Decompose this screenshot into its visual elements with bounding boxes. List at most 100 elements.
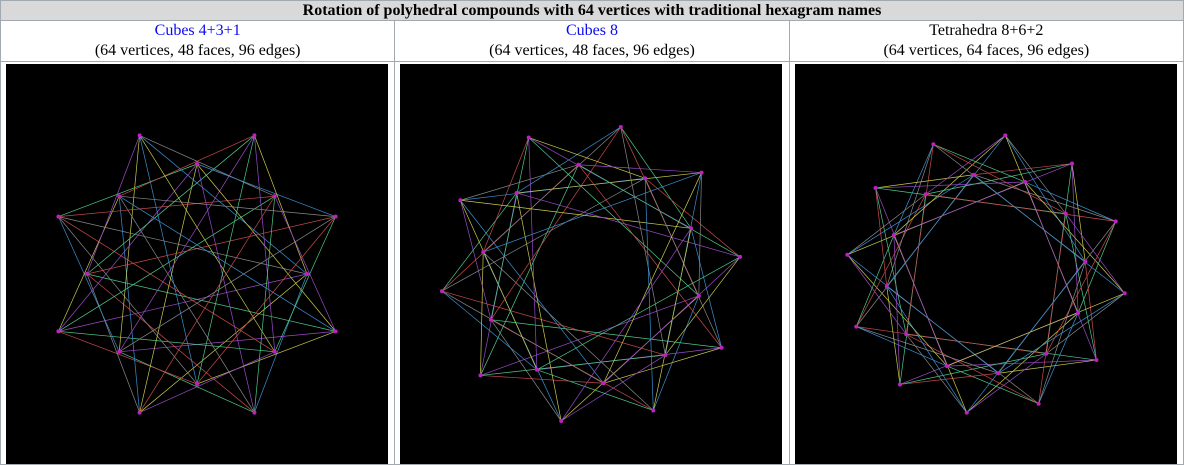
vertex	[601, 381, 606, 386]
edge	[905, 334, 967, 413]
edge	[528, 137, 538, 370]
edge	[874, 187, 887, 287]
vertex	[1113, 219, 1118, 224]
edge	[58, 331, 275, 353]
vertex	[117, 194, 122, 199]
edge	[946, 292, 1125, 367]
edge	[442, 192, 518, 292]
edge	[119, 331, 336, 353]
edge	[274, 216, 336, 352]
edge	[139, 196, 276, 413]
edge	[480, 295, 700, 376]
edge	[119, 216, 336, 353]
edge	[603, 256, 741, 384]
vertex	[738, 254, 743, 259]
edge	[196, 216, 336, 385]
edge	[946, 365, 1039, 405]
vertex	[333, 214, 338, 219]
edge	[1037, 213, 1066, 404]
vertex	[995, 371, 1000, 376]
vertex	[853, 324, 858, 329]
edge	[1004, 135, 1086, 262]
edge	[1071, 163, 1086, 262]
edge	[966, 353, 1047, 413]
edge	[196, 163, 336, 332]
column-link[interactable]: Cubes 4+3+1	[154, 22, 241, 39]
edge	[86, 273, 336, 332]
vertex	[663, 353, 668, 358]
edge	[855, 326, 947, 367]
compound-image[interactable]	[794, 64, 1177, 464]
edge	[196, 331, 336, 385]
column-name: Tetrahedra 8+6+2	[929, 22, 1044, 39]
edge	[846, 193, 926, 255]
edge	[528, 137, 700, 297]
edge	[86, 273, 140, 413]
edge	[139, 135, 275, 197]
vertex	[305, 272, 309, 276]
edge	[855, 234, 894, 327]
edge	[645, 178, 654, 411]
vertex	[1075, 310, 1080, 315]
edge	[119, 195, 336, 332]
compound-image[interactable]	[400, 64, 783, 464]
column-link[interactable]: Cubes 8	[565, 22, 618, 39]
edge	[578, 164, 723, 348]
edge	[139, 351, 275, 413]
edge	[442, 177, 646, 292]
vertex	[252, 133, 257, 138]
vertex	[1043, 351, 1048, 356]
edge	[442, 290, 666, 356]
edge	[460, 200, 605, 384]
edge	[893, 163, 1072, 236]
edge	[537, 369, 654, 411]
vertex	[1122, 291, 1127, 296]
edge	[58, 216, 120, 352]
vertex	[333, 329, 338, 334]
edge	[86, 135, 140, 275]
vertex	[272, 194, 277, 199]
edge	[893, 144, 934, 236]
vertex	[535, 367, 540, 372]
vertex	[903, 332, 908, 337]
edge	[886, 286, 900, 385]
edge	[1045, 221, 1116, 354]
image-cell	[394, 61, 790, 465]
vertex	[884, 284, 889, 289]
vertex	[252, 410, 257, 415]
edge	[1037, 312, 1079, 404]
vertex	[489, 317, 494, 322]
edge	[1084, 261, 1097, 361]
edge	[118, 196, 140, 413]
vertex	[689, 226, 694, 231]
compound-image[interactable]	[6, 64, 388, 464]
image-cell	[788, 61, 1184, 465]
edge	[118, 196, 255, 413]
edge	[1071, 163, 1079, 313]
vertex	[944, 364, 949, 369]
vertex	[137, 410, 142, 415]
vertex	[1094, 358, 1099, 363]
edge	[490, 319, 562, 422]
vertex	[117, 349, 122, 354]
edge	[516, 192, 741, 258]
edge	[490, 126, 622, 320]
edge	[855, 326, 1047, 355]
edge	[946, 359, 1097, 367]
edge	[925, 135, 1006, 195]
edge	[460, 164, 579, 201]
edge	[855, 194, 926, 327]
edge	[665, 256, 741, 356]
edge	[932, 143, 1025, 183]
edge	[58, 216, 308, 275]
vertex	[527, 135, 532, 140]
edge	[119, 135, 255, 197]
edge	[139, 135, 276, 352]
vertex	[1002, 133, 1007, 138]
column-cell: Cubes 4+3+1 (64 vertices, 48 faces, 96 e…	[0, 20, 396, 62]
edge	[254, 135, 276, 352]
edge	[139, 135, 198, 385]
vertex	[1063, 211, 1068, 216]
edge	[58, 216, 198, 385]
